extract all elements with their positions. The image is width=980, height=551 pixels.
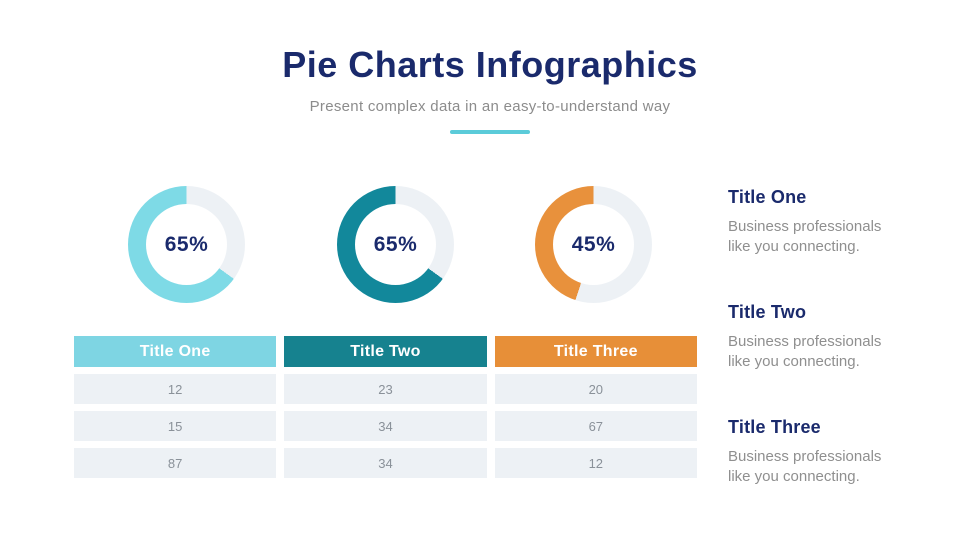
table-cell: 34	[284, 448, 487, 478]
table-cell: 20	[494, 374, 697, 404]
legend-body: Business professionals like you connecti…	[728, 333, 882, 370]
table-header-title-two: Title Two	[284, 336, 487, 367]
legend-title: Title Three	[728, 417, 821, 437]
data-table: Title One Title Two Title Three 12 23 20…	[74, 336, 697, 478]
donut-hole: 45%	[553, 204, 634, 285]
title-underline-accent	[450, 130, 530, 134]
legend-block-title-two: Title Two Business professionals like yo…	[728, 302, 948, 372]
table-header-title-three: Title Three	[494, 336, 697, 367]
donut-chart-title-two: 65%	[337, 186, 454, 303]
legend-title: Title One	[728, 187, 807, 207]
page-title: Pie Charts Infographics	[282, 44, 698, 85]
donut-chart-title-one: 65%	[128, 186, 245, 303]
legend-block-title-three: Title Three Business professionals like …	[728, 417, 948, 487]
table-cell: 67	[494, 411, 697, 441]
table-cell: 34	[284, 411, 487, 441]
donut-chart-title-three: 45%	[535, 186, 652, 303]
donut-hole: 65%	[146, 204, 227, 285]
table-cell: 87	[74, 448, 277, 478]
page-subtitle: Present complex data in an easy-to-under…	[309, 98, 671, 115]
donut-percentage-label: 65%	[164, 232, 209, 256]
donut-hole: 65%	[355, 204, 436, 285]
table-cell: 15	[74, 411, 277, 441]
legend-title: Title Two	[728, 302, 807, 322]
legend-body: Business professionals like you connecti…	[728, 218, 882, 255]
table-cell: 23	[284, 374, 487, 404]
table-header-title-one: Title One	[74, 336, 277, 367]
table-cell: 12	[494, 448, 697, 478]
slide-header: Pie Charts Infographics Present complex …	[0, 0, 980, 134]
table-cell: 12	[74, 374, 277, 404]
legend-body: Business professionals like you connecti…	[728, 448, 882, 485]
donut-percentage-label: 45%	[571, 232, 616, 256]
legend-block-title-one: Title One Business professionals like yo…	[728, 187, 948, 257]
legend-column: Title One Business professionals like yo…	[728, 187, 948, 532]
donut-percentage-label: 65%	[373, 232, 418, 256]
